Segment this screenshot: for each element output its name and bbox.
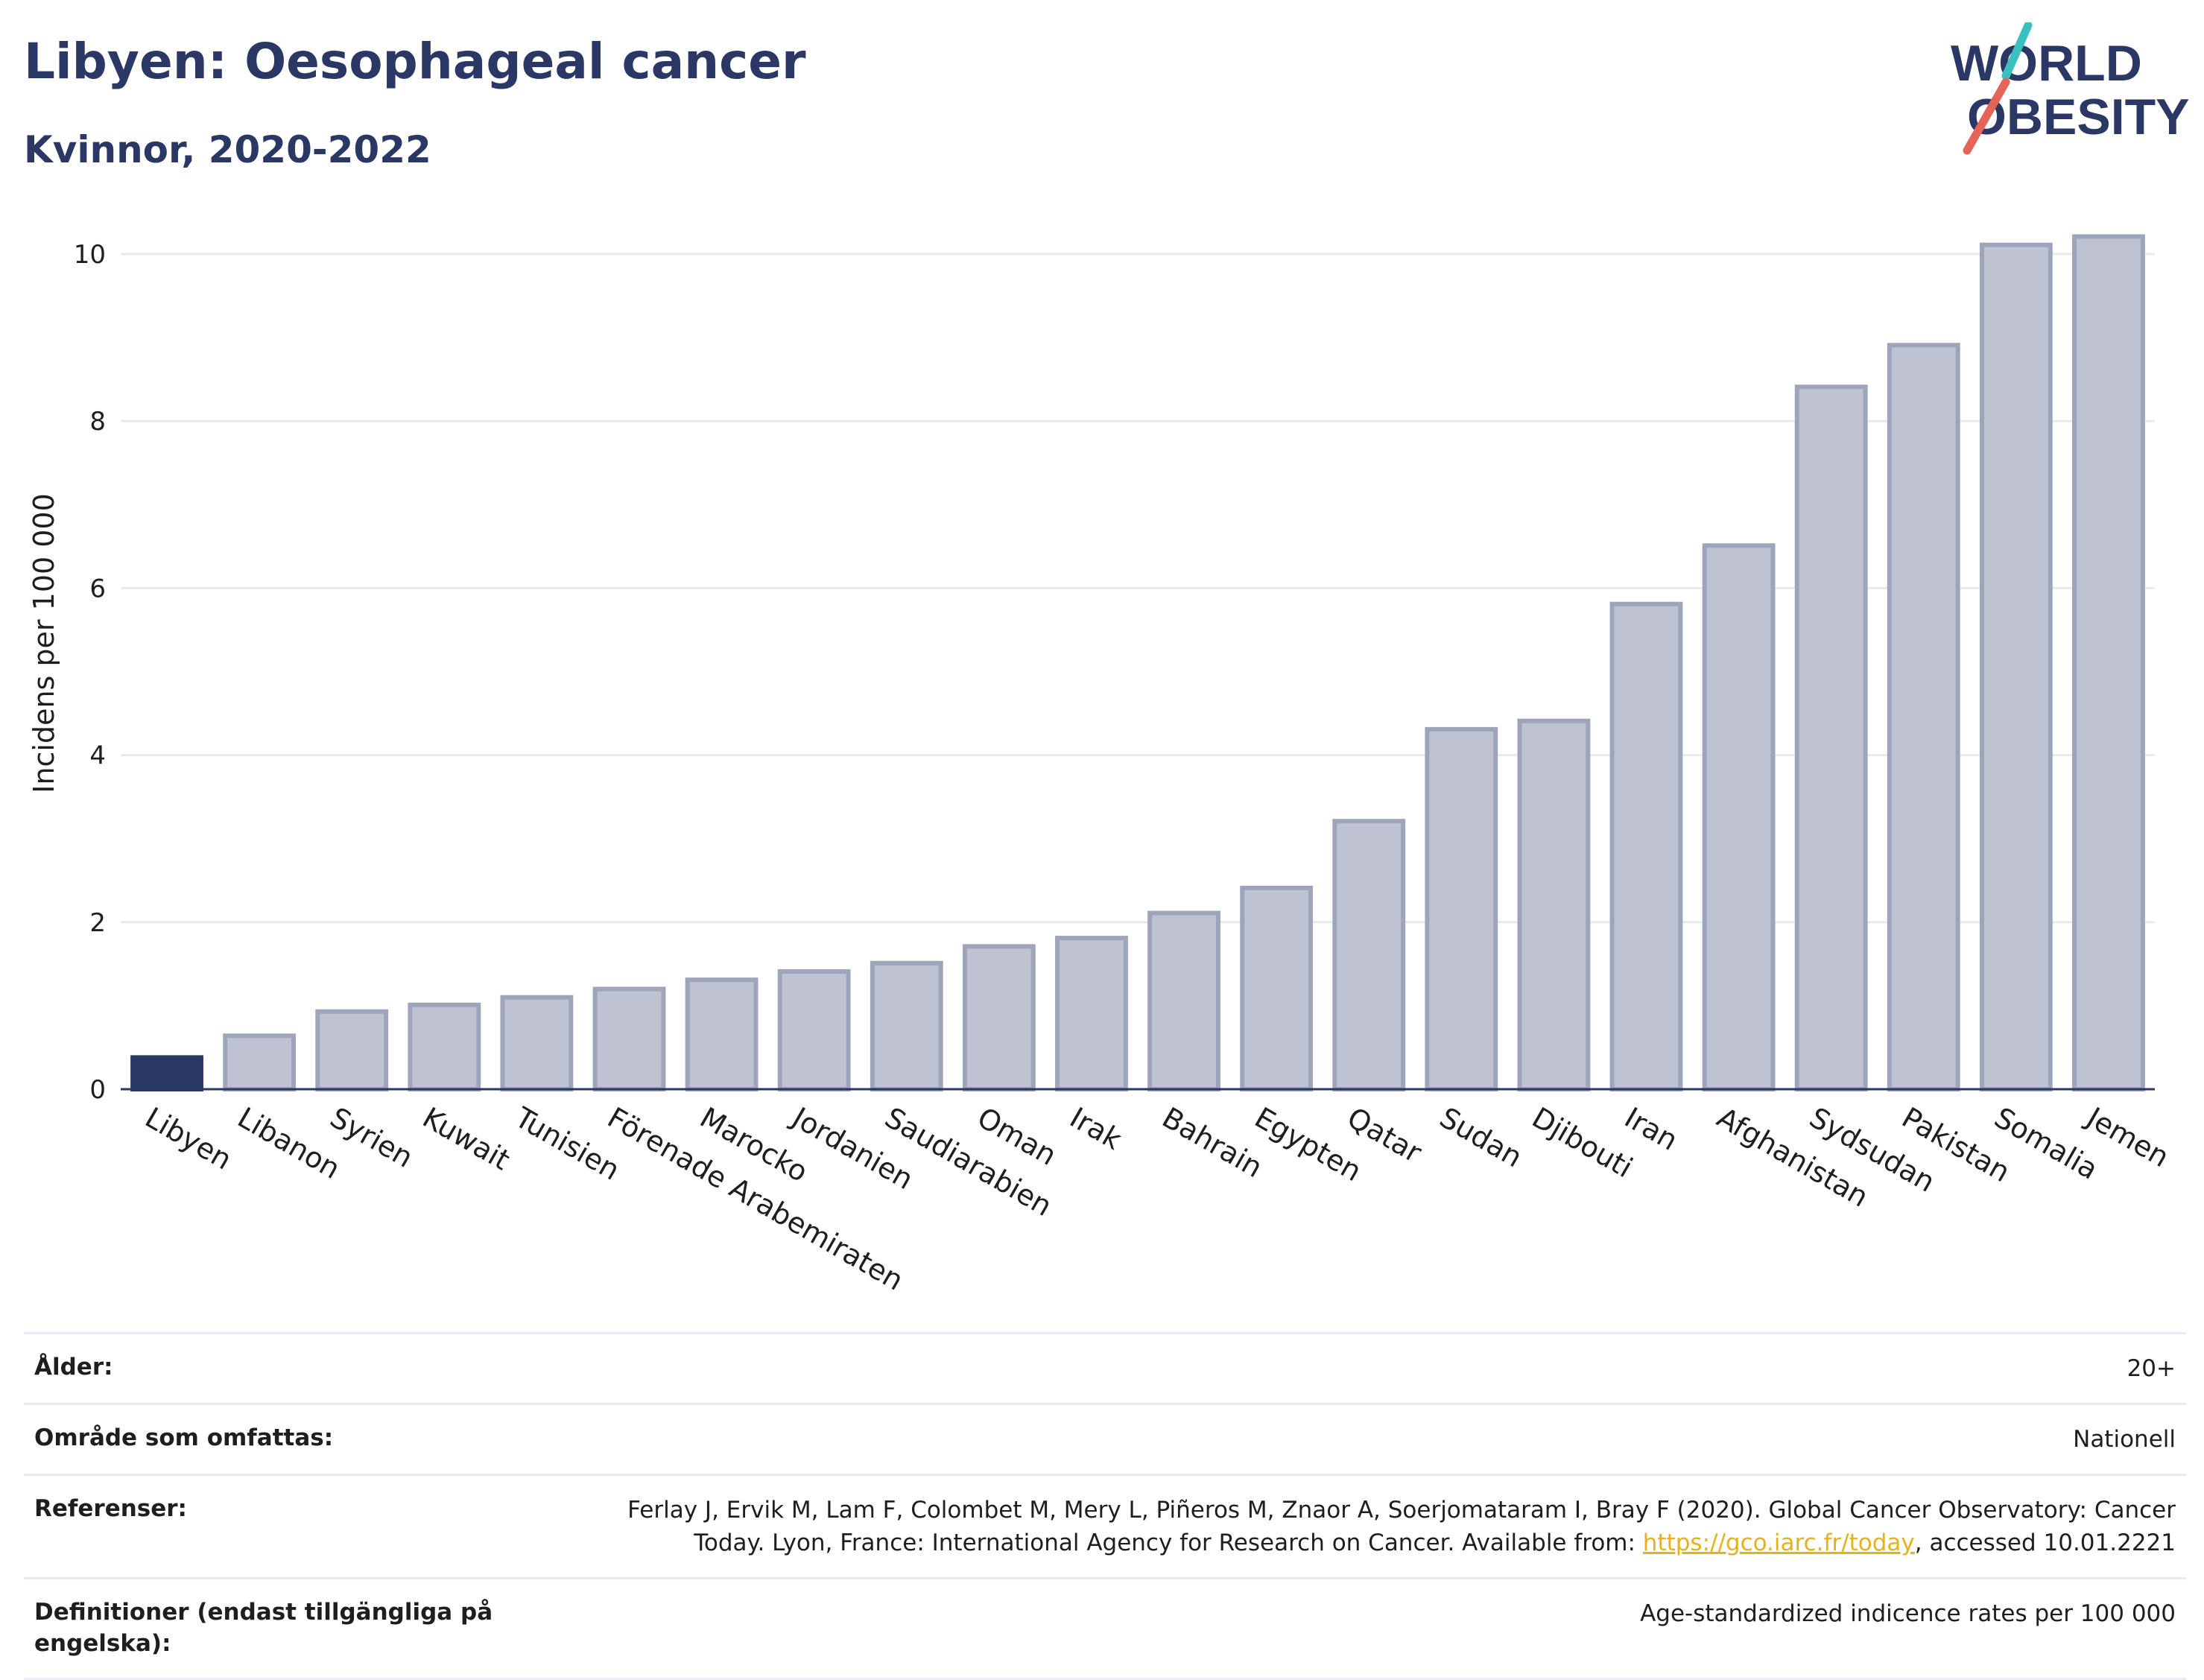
bar [592,986,666,1091]
y-tick-label: 6 [89,574,106,603]
bar [1055,936,1128,1092]
y-axis-label: Incidens per 100 000 [28,493,60,793]
bar [408,1002,481,1092]
area-label: Område som omfattas: [34,1424,334,1452]
y-tick-label: 4 [89,741,106,771]
bar [1887,343,1960,1091]
references-text-2: , accessed 10.01.2221 [1914,1530,2176,1557]
info-row-age: Ålder: 20+ [24,1332,2186,1403]
age-label: Ålder: [34,1354,113,1381]
references-label: Referenser: [34,1495,187,1523]
chart-title: Libyen: Oesophageal cancer [24,33,806,90]
y-tick-label: 0 [89,1075,106,1105]
logo-line-1: WORLD [1951,35,2142,92]
bar [1702,543,1776,1091]
x-tick-label: Iran [1619,1101,1683,1157]
logo-stroke-teal [2001,22,2033,80]
bar [1332,819,1406,1092]
references-link[interactable]: https://gco.iarc.fr/today [1642,1530,1915,1557]
x-tick-label: Kuwait [417,1101,516,1177]
bar [870,960,943,1092]
info-row-definitions: Definitioner (endast tillgängliga på eng… [24,1577,2186,1680]
bar [962,944,1036,1091]
x-tick-label: Irak [1064,1101,1127,1156]
x-tick-label: Sudan [1434,1101,1528,1174]
chart-subtitle: Kvinnor, 2020-2022 [24,128,431,171]
bar [1240,885,1314,1091]
bar [1517,718,1591,1091]
info-row-references: Referenser: Ferlay J, Ervik M, Lam F, Co… [24,1474,2186,1577]
bar [223,1033,297,1091]
bar [1609,601,1683,1091]
x-tick-label: Libanon [232,1101,346,1185]
bar [1425,726,1498,1091]
x-tick-label: Libyen [140,1101,238,1176]
bar [1794,384,1868,1091]
info-table: Ålder: 20+ Område som omfattas: Nationel… [24,1332,2186,1680]
bar [500,995,574,1091]
bar [1979,242,2053,1091]
info-row-area: Område som omfattas: Nationell [24,1403,2186,1474]
logo-stroke-red [1963,77,2010,155]
definitions-label: Definitioner (endast tillgängliga på eng… [34,1599,493,1657]
references-value: Ferlay J, Ervik M, Lam F, Colombet M, Me… [566,1494,2176,1559]
references-text-1: Ferlay J, Ervik M, Lam F, Colombet M, Me… [627,1497,2176,1557]
bar [315,1009,389,1092]
logo-line-2: OBESITY [1967,89,2190,145]
x-tick-label: Egypten [1250,1101,1367,1188]
area-value: Nationell [2073,1426,2176,1454]
y-tick-label: 2 [89,908,106,938]
age-value: 20+ [2127,1355,2176,1382]
bar [777,969,851,1091]
definitions-value: Age-standardized indicence rates per 100… [1640,1600,2176,1628]
y-tick-label: 10 [74,240,106,270]
bar [2072,234,2145,1092]
bar [1147,910,1220,1091]
y-tick-label: 8 [89,407,106,437]
bar-chart: 0 2 4 6 8 10 Incidens per 100 000 LibyenLibanon… [28,234,2175,1297]
world-obesity-logo: WORLD OBESITY [1951,22,2190,155]
bar [130,1055,203,1091]
x-tick-label: Bahrain [1157,1101,1268,1185]
bar [685,977,759,1092]
x-tick-label: Tunisien [509,1100,625,1187]
x-tick-label: Djibouti [1527,1101,1638,1185]
